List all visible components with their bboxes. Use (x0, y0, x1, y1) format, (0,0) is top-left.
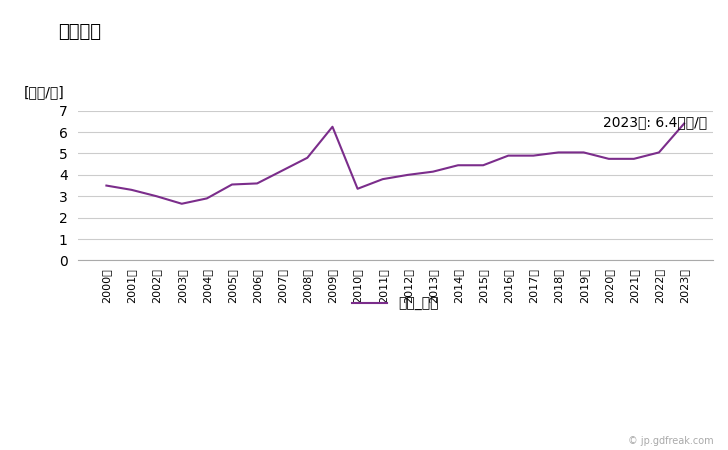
生産_価格 (379, 176, 387, 182)
Text: © jp.gdfreak.com: © jp.gdfreak.com (628, 436, 713, 446)
生産_価格 (102, 183, 111, 188)
生産_価格 (328, 124, 337, 130)
生産_価格 (454, 162, 462, 168)
生産_価格 (529, 153, 538, 158)
生産_価格 (253, 181, 261, 186)
生産_価格 (178, 201, 186, 207)
生産_価格 (554, 150, 563, 155)
生産_価格 (278, 168, 287, 173)
生産_価格 (353, 186, 362, 191)
生産_価格 (654, 150, 663, 155)
Text: [万円/台]: [万円/台] (23, 85, 64, 99)
生産_価格 (228, 182, 237, 187)
Line: 生産_価格: 生産_価格 (106, 124, 684, 204)
生産_価格 (504, 153, 513, 158)
生産_価格 (680, 121, 689, 126)
生産_価格 (152, 194, 161, 199)
生産_価格 (630, 156, 638, 162)
生産_価格 (579, 150, 588, 155)
Legend: 生産_価格: 生産_価格 (347, 291, 444, 316)
Text: 生産単価: 生産単価 (58, 22, 101, 40)
生産_価格 (202, 196, 211, 201)
Text: 2023年: 6.4万円/台: 2023年: 6.4万円/台 (603, 115, 707, 129)
生産_価格 (403, 172, 412, 178)
生産_価格 (127, 187, 136, 193)
生産_価格 (479, 162, 488, 168)
生産_価格 (604, 156, 613, 162)
生産_価格 (303, 155, 312, 161)
生産_価格 (429, 169, 438, 174)
